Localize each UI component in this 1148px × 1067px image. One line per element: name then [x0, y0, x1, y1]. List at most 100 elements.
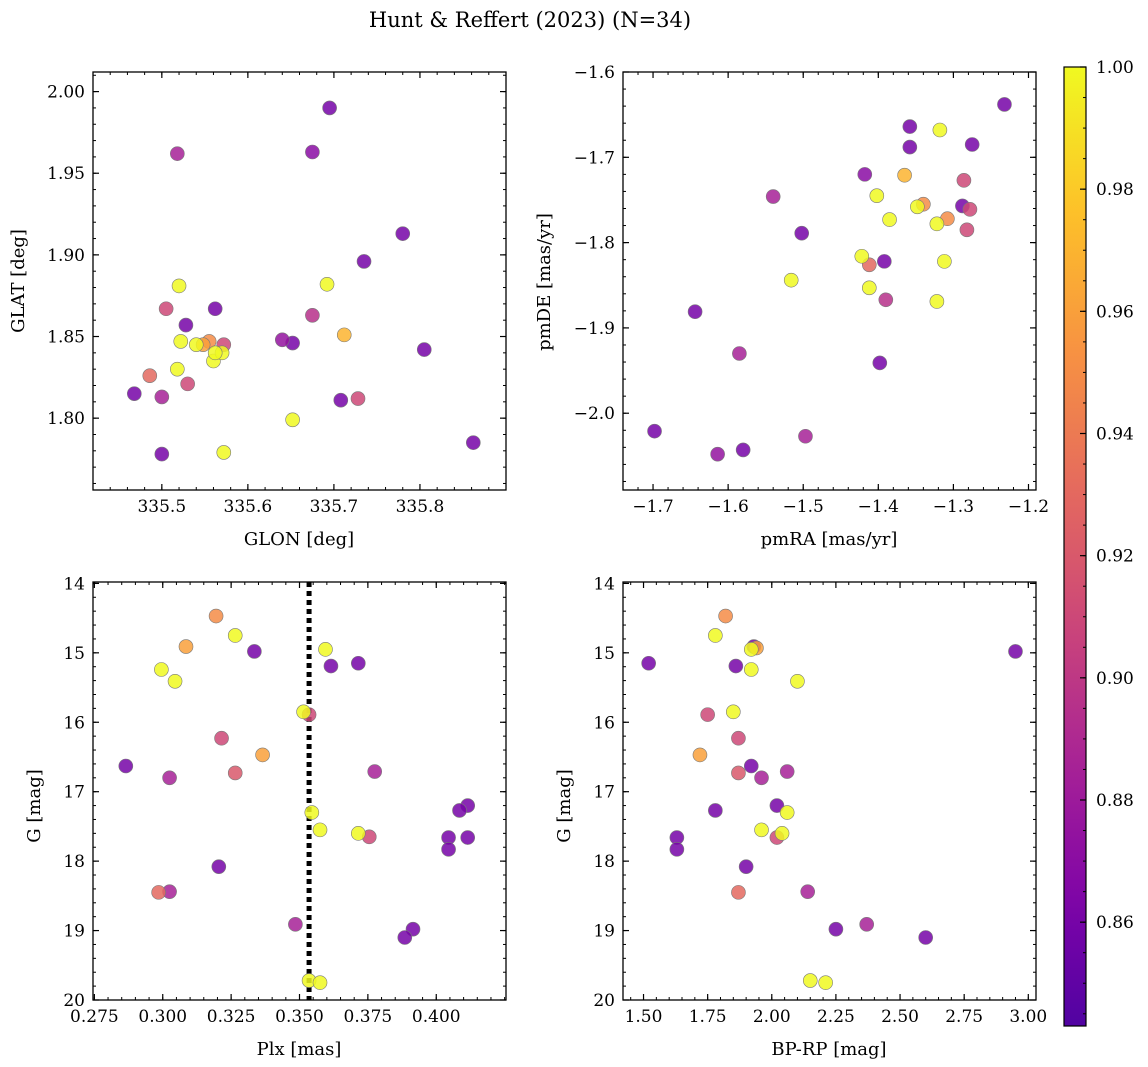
data-point	[351, 655, 366, 671]
data-point	[305, 144, 320, 160]
data-point	[319, 276, 335, 292]
data-point	[318, 642, 333, 657]
data-point	[964, 137, 980, 152]
x-tick-label: −1.7	[632, 497, 673, 517]
data-point	[861, 280, 877, 296]
data-point	[735, 442, 751, 458]
y-tick-label: −1.9	[574, 319, 615, 339]
y-tick-label: 1.90	[47, 246, 85, 266]
data-point	[718, 608, 733, 624]
data-point	[687, 304, 703, 320]
data-point	[466, 435, 481, 450]
data-point	[323, 658, 339, 674]
data-point	[708, 803, 723, 818]
colorbar-gradient	[1063, 66, 1087, 1027]
plot-frame	[92, 71, 507, 491]
data-point	[918, 930, 933, 945]
data-point	[151, 885, 166, 900]
data-point	[142, 368, 158, 384]
data-point	[312, 822, 328, 838]
data-point	[170, 146, 185, 161]
plot-frame	[622, 581, 1037, 1001]
x-tick-label: −1.5	[783, 497, 824, 517]
data-point	[769, 798, 785, 813]
data-point	[154, 389, 170, 405]
data-point	[877, 254, 892, 269]
data-point	[754, 770, 769, 786]
data-point	[227, 765, 243, 781]
data-point	[726, 704, 741, 720]
data-point	[1008, 644, 1023, 659]
data-point	[732, 346, 747, 361]
data-point	[395, 226, 411, 241]
x-tick-label: −1.3	[933, 497, 974, 517]
x-tick-label: 1.50	[625, 1007, 663, 1027]
x-tick-label: 0.300	[138, 1007, 187, 1027]
data-point	[700, 707, 715, 722]
y-tick-label: 16	[63, 713, 85, 733]
colorbar: 0.86 0.88 0.90 0.92 0.94 0.96 0.98 1.00	[1063, 58, 1134, 1027]
data-point	[158, 301, 174, 317]
data-point	[127, 386, 142, 401]
x-axis-label: pmRA [mas/yr]	[761, 529, 898, 550]
data-point	[932, 122, 948, 138]
x-tick-label: 2.75	[945, 1007, 983, 1027]
x-tick-label: −1.4	[858, 497, 899, 517]
data-point	[208, 608, 224, 624]
colorbar-tick-label: 0.98	[1096, 180, 1134, 200]
data-point	[794, 225, 810, 241]
data-point	[731, 885, 746, 900]
data-point	[710, 446, 725, 462]
data-point	[818, 975, 833, 990]
x-tick-label: 335.8	[396, 497, 445, 517]
data-point	[897, 167, 912, 183]
data-point	[774, 826, 790, 841]
x-tick-label: 335.6	[224, 497, 273, 517]
x-axis-label: GLON [deg]	[244, 529, 354, 550]
data-point	[356, 254, 372, 269]
data-point	[708, 628, 723, 643]
data-point	[692, 747, 708, 763]
data-point	[910, 199, 925, 215]
plot-frame	[622, 71, 1037, 491]
x-tick-label: 335.5	[137, 497, 186, 517]
data-point	[738, 859, 754, 874]
y-tick-label: 1.95	[47, 164, 85, 184]
data-point	[779, 764, 795, 779]
data-point	[997, 97, 1012, 112]
x-tick-label: −1.2	[1008, 497, 1049, 517]
data-point	[647, 423, 662, 439]
x-tick-label: 2.00	[753, 1007, 791, 1027]
data-point	[178, 317, 194, 333]
figure-title: Hunt & Reffert (2023) (N=34)	[369, 8, 691, 32]
data-point	[743, 642, 759, 657]
colorbar-tick-label: 1.00	[1096, 58, 1134, 78]
y-tick-label: 20	[63, 991, 85, 1011]
data-point	[154, 446, 170, 462]
data-point	[214, 730, 229, 746]
data-point	[416, 342, 432, 357]
data-point	[641, 655, 656, 671]
y-tick-label: 1.80	[47, 409, 85, 429]
colorbar-tick-label: 0.88	[1096, 791, 1134, 811]
data-point	[828, 921, 844, 937]
data-point	[882, 212, 897, 227]
data-point	[441, 842, 456, 857]
y-tick-label: 15	[593, 644, 615, 664]
data-point	[731, 730, 746, 746]
data-point	[956, 173, 972, 188]
y-tick-label: 15	[63, 644, 85, 664]
data-point	[296, 704, 311, 720]
data-point	[247, 644, 262, 659]
data-point	[255, 747, 270, 763]
plot-frame	[92, 581, 507, 1001]
x-tick-label: 0.350	[275, 1007, 324, 1027]
x-tick-label: 335.7	[310, 497, 359, 517]
data-point	[162, 770, 177, 786]
data-point	[188, 337, 204, 352]
data-point	[779, 805, 795, 820]
x-tick-label: 0.400	[412, 1007, 461, 1027]
y-tick-label: 17	[63, 783, 85, 803]
data-point	[274, 332, 290, 348]
data-point	[869, 188, 885, 203]
